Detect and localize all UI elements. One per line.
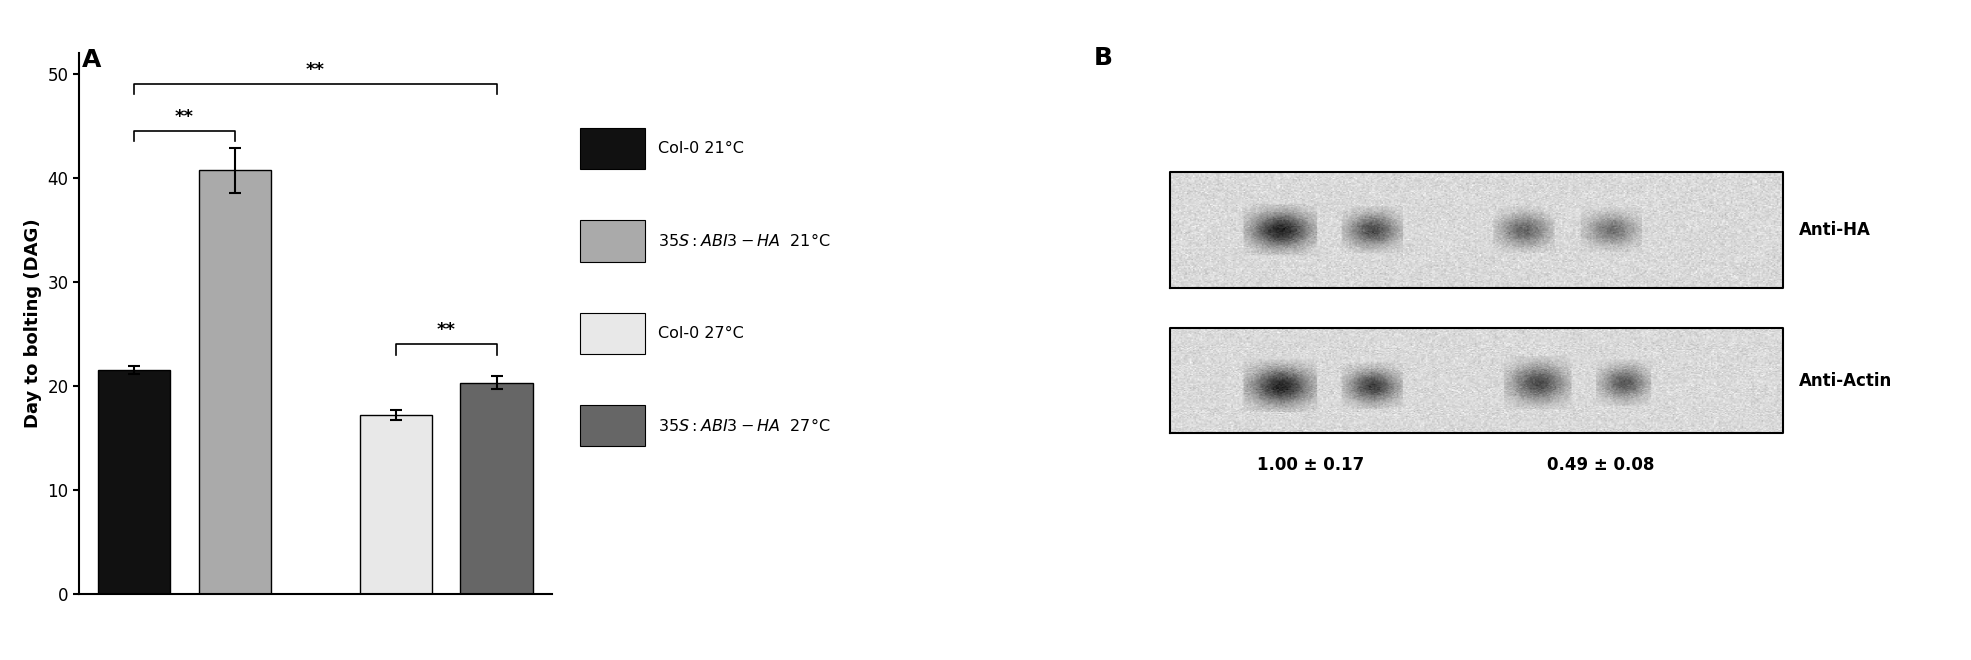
Text: $\it{35S:ABI3-HA}$  21°C: $\it{35S:ABI3-HA}$ 21°C: [658, 232, 830, 249]
Text: $\it{35S:ABI3-HA}$  27°C: $\it{35S:ABI3-HA}$ 27°C: [658, 417, 830, 434]
Text: **: **: [306, 61, 325, 79]
Text: B: B: [1094, 46, 1114, 70]
Bar: [461, 383, 532, 594]
Text: Col-0 21°C: Col-0 21°C: [658, 141, 745, 156]
Y-axis label: Day to bolting (DAG): Day to bolting (DAG): [24, 218, 41, 428]
Text: $\it{35S:ABI3-HA}$
21°C: $\it{35S:ABI3-HA}$ 21°C: [1313, 0, 1419, 15]
Text: 0.49 ± 0.08: 0.49 ± 0.08: [1547, 456, 1654, 474]
Bar: [99, 370, 170, 594]
Bar: [359, 415, 432, 594]
Text: Anti-HA: Anti-HA: [1800, 220, 1870, 239]
Bar: [579, 220, 645, 261]
Text: Col-0 27°C: Col-0 27°C: [658, 326, 745, 341]
Bar: [199, 170, 272, 594]
Text: A: A: [83, 48, 101, 71]
Bar: [579, 313, 645, 354]
Text: $\it{35S:ABI3-HA}$
27°C: $\it{35S:ABI3-HA}$ 27°C: [1593, 0, 1699, 15]
Text: **: **: [438, 321, 455, 339]
Text: 1.00 ± 0.17: 1.00 ± 0.17: [1257, 456, 1364, 474]
Bar: [579, 405, 645, 446]
Text: Anti-Actin: Anti-Actin: [1800, 372, 1892, 389]
Text: **: **: [175, 108, 193, 125]
Bar: [579, 127, 645, 169]
